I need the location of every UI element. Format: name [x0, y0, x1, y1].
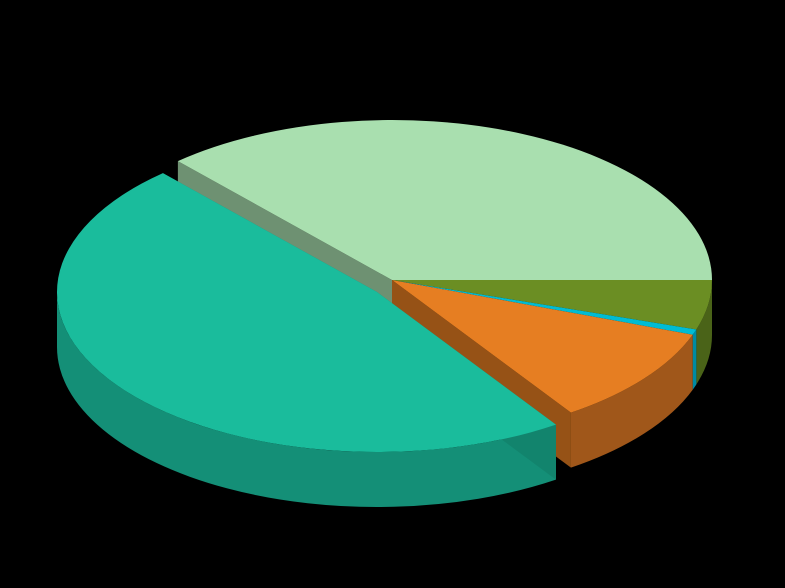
pie-chart-3d [0, 0, 785, 588]
slice-cyan-side [693, 329, 697, 389]
